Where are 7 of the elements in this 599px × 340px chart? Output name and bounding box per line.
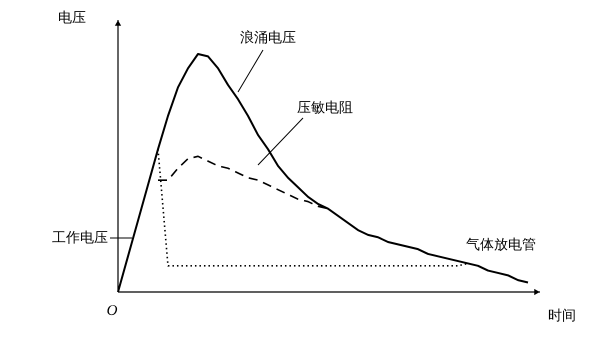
text: 浪涌电压	[240, 30, 296, 46]
text: O	[106, 303, 118, 319]
y-axis-title: 电压	[58, 10, 86, 26]
x-axis-title: 时间	[548, 308, 576, 324]
text: 工作电压	[52, 230, 108, 246]
series-label: 气体放电管	[466, 237, 536, 253]
text: 压敏电阻	[297, 100, 353, 116]
